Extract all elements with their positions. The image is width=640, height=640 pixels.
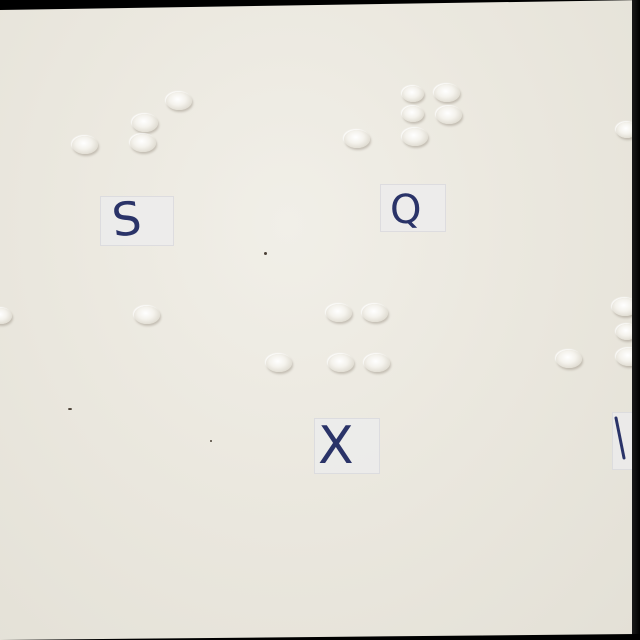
braille-dot bbox=[0, 308, 12, 324]
paper-speck bbox=[68, 408, 72, 410]
braille-dot bbox=[72, 136, 98, 154]
braille-dot bbox=[344, 130, 370, 148]
braille-dot bbox=[266, 354, 292, 372]
braille-dot bbox=[402, 106, 424, 122]
paper-speck bbox=[210, 440, 212, 442]
letter-s-label: S bbox=[109, 190, 144, 248]
braille-dot bbox=[402, 86, 424, 102]
braille-dot bbox=[130, 134, 156, 152]
braille-dot bbox=[134, 306, 160, 324]
braille-dot bbox=[328, 354, 354, 372]
braille-dot bbox=[556, 350, 582, 368]
letter-q-label: Q bbox=[389, 186, 423, 234]
braille-dot bbox=[132, 114, 158, 132]
image-edge bbox=[0, 634, 640, 640]
paper-speck bbox=[264, 252, 267, 255]
label-tape-x bbox=[314, 418, 380, 474]
letter-x-label: X bbox=[318, 416, 354, 476]
braille-dot bbox=[402, 128, 428, 146]
image-edge bbox=[632, 0, 640, 640]
braille-dot bbox=[362, 304, 388, 322]
label-tape-q bbox=[380, 184, 446, 232]
braille-dot bbox=[364, 354, 390, 372]
braille-dot bbox=[434, 84, 460, 102]
partial-letter-mark bbox=[614, 416, 626, 460]
image-edge bbox=[0, 0, 640, 10]
label-tape-s bbox=[100, 196, 174, 246]
braille-dot bbox=[612, 298, 638, 316]
braille-dot bbox=[436, 106, 462, 124]
braille-dot bbox=[326, 304, 352, 322]
braille-dot bbox=[166, 92, 192, 110]
